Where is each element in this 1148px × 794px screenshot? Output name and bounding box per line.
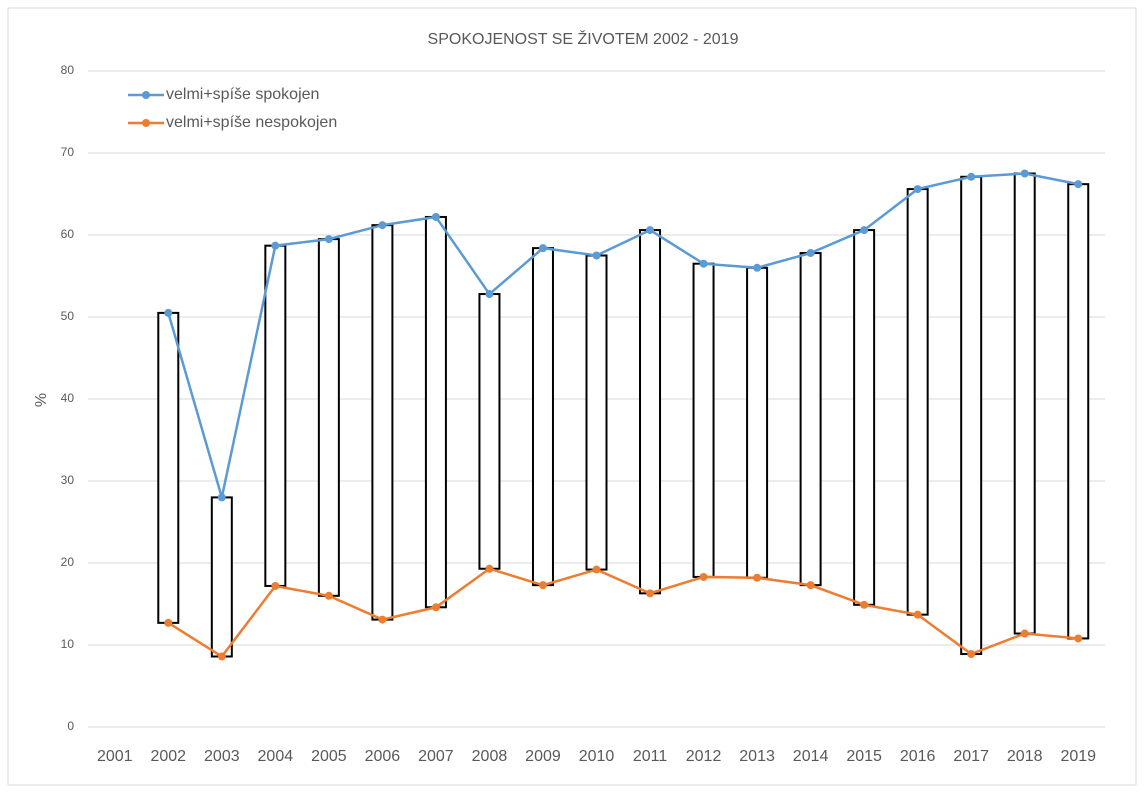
up-down-bar (639, 229, 662, 595)
point (485, 290, 494, 299)
x-tick-label: 2011 (633, 748, 668, 765)
legend-marker (142, 91, 150, 99)
up-down-bar (317, 238, 340, 597)
point (538, 581, 547, 590)
up-down-bar (531, 247, 554, 587)
up-down-bar (424, 215, 447, 609)
chart-frame (7, 7, 1137, 786)
up-down-bar (585, 254, 608, 571)
point (806, 249, 815, 258)
point (967, 172, 976, 181)
point (699, 572, 708, 581)
point (485, 564, 494, 573)
legend-marker (142, 119, 150, 127)
x-tick-label: 2019 (1060, 748, 1096, 765)
x-tick-label: 2006 (365, 748, 401, 765)
x-tick-label: 2001 (97, 748, 133, 765)
x-tick-label: 2002 (150, 748, 186, 765)
legend-label: velmi+spíše spokojen (166, 86, 319, 103)
point (271, 241, 280, 250)
point (324, 235, 333, 244)
y-tick-label: 60 (61, 227, 75, 241)
point (806, 581, 815, 590)
up-down-bar (799, 252, 822, 587)
x-tick-label: 2017 (953, 748, 989, 765)
point (860, 226, 869, 235)
up-down-bar (746, 266, 769, 579)
up-down-bar (692, 262, 715, 578)
x-tick-label: 2014 (793, 748, 829, 765)
legend-label: velmi+spíše nespokojen (166, 114, 337, 131)
x-tick-label: 2013 (739, 748, 775, 765)
point (592, 251, 601, 260)
point (164, 308, 173, 317)
point (646, 589, 655, 598)
x-tick-label: 2005 (311, 748, 347, 765)
point (271, 581, 280, 590)
up-down-bar (371, 224, 394, 621)
point (1020, 169, 1029, 178)
up-down-bar (1013, 172, 1036, 635)
x-tick-label: 2004 (258, 748, 294, 765)
up-down-bar (906, 188, 929, 616)
point (967, 650, 976, 659)
y-tick-label: 70 (61, 145, 75, 159)
point (217, 652, 226, 661)
x-tick-label: 2016 (900, 748, 936, 765)
up-down-bar (853, 229, 876, 606)
point (1020, 629, 1029, 638)
x-tick-label: 2012 (686, 748, 722, 765)
point (913, 185, 922, 194)
chart-title: SPOKOJENOST SE ŽIVOTEM 2002 - 2019 (428, 29, 739, 48)
y-tick-label: 20 (61, 555, 75, 569)
point (913, 610, 922, 619)
x-tick-label: 2009 (525, 748, 561, 765)
x-tick-label: 2007 (418, 748, 454, 765)
point (860, 600, 869, 609)
point (1074, 634, 1083, 643)
x-tick-label: 2003 (204, 748, 240, 765)
point (164, 618, 173, 627)
point (1074, 180, 1083, 189)
x-tick-label: 2018 (1007, 748, 1043, 765)
y-tick-label: 30 (61, 473, 75, 487)
x-tick-label: 2010 (579, 748, 615, 765)
point (646, 226, 655, 235)
point (753, 263, 762, 272)
series-line (167, 172, 1079, 498)
y-axis-label: % (33, 393, 50, 407)
point (753, 573, 762, 582)
x-tick-label: 2008 (472, 748, 508, 765)
up-down-bar (264, 244, 287, 587)
point (592, 565, 601, 574)
y-tick-label: 50 (61, 309, 75, 323)
point (431, 603, 440, 612)
up-down-bar (210, 496, 233, 658)
series-line (167, 567, 1079, 659)
y-tick-label: 80 (61, 63, 75, 77)
x-tick-label: 2015 (846, 748, 882, 765)
point (538, 244, 547, 253)
up-down-bar (157, 311, 180, 624)
y-tick-label: 0 (67, 719, 74, 733)
point (378, 221, 387, 230)
point (699, 259, 708, 268)
point (324, 591, 333, 600)
y-tick-label: 10 (61, 637, 75, 651)
point (431, 212, 440, 221)
up-down-bar (478, 293, 501, 570)
y-tick-label: 40 (61, 391, 75, 405)
up-down-bar (960, 175, 983, 656)
up-down-bar (1067, 183, 1090, 640)
point (217, 493, 226, 502)
point (378, 615, 387, 624)
